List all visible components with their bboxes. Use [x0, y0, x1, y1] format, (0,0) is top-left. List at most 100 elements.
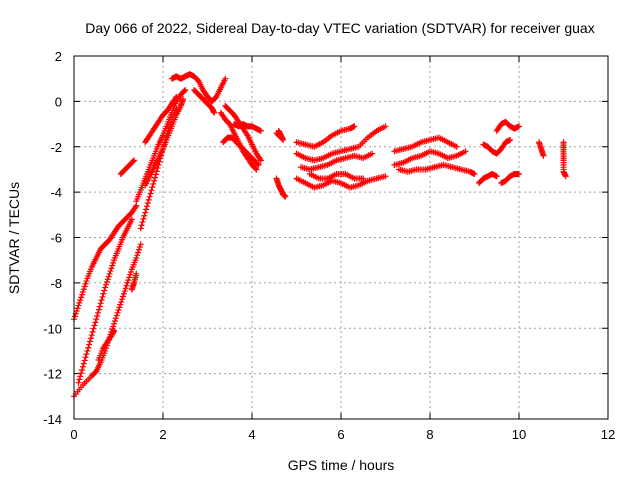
data-point — [562, 173, 569, 180]
y-tick-label: -10 — [43, 321, 62, 336]
data-point — [143, 206, 150, 213]
data-point — [516, 123, 522, 130]
data-point — [95, 306, 102, 313]
chart-title: Day 066 of 2022, Sidereal Day-to-day VTE… — [85, 20, 594, 36]
data-point — [80, 286, 87, 293]
data-point — [351, 123, 358, 130]
data-point — [134, 252, 141, 259]
data-point — [130, 158, 137, 165]
data-point — [119, 293, 126, 300]
x-tick-label: 10 — [512, 427, 526, 442]
data-point — [87, 338, 94, 345]
data-point — [152, 171, 159, 178]
data-point — [253, 166, 260, 173]
data-point — [243, 131, 250, 138]
data-point — [462, 148, 469, 155]
data-point — [73, 308, 80, 315]
data-point — [119, 296, 126, 303]
data-point — [276, 132, 283, 139]
data-point — [133, 254, 140, 261]
data-point — [151, 177, 158, 184]
series-track-y — [391, 148, 469, 168]
data-point — [141, 212, 148, 219]
data-point — [126, 274, 133, 281]
data-point — [71, 313, 78, 320]
data-point — [257, 156, 264, 163]
data-point — [145, 196, 152, 203]
series-track-c — [71, 241, 144, 400]
data-point — [111, 320, 118, 327]
data-point — [122, 285, 129, 292]
x-axis-title: GPS time / hours — [288, 457, 395, 473]
data-point — [273, 130, 280, 137]
data-point — [137, 241, 144, 248]
data-point — [101, 287, 108, 294]
data-point — [111, 327, 118, 334]
series-track-r — [273, 175, 289, 200]
series-track-ac — [475, 170, 500, 187]
data-point — [382, 123, 389, 130]
data-point — [79, 291, 86, 298]
data-point — [82, 280, 89, 287]
data-point — [123, 282, 130, 289]
series-track-ab — [493, 118, 522, 134]
tick-layer: 0 2 4 6 8 10 12 -14 -12 -10 -8 -6 -4 -2 0 2 — [43, 49, 615, 442]
x-tick-label: 0 — [70, 427, 77, 442]
data-point — [128, 216, 135, 223]
data-point — [99, 293, 106, 300]
data-point — [133, 270, 140, 277]
data-point — [84, 347, 91, 354]
y-tick-label: 2 — [55, 49, 62, 64]
data-point — [74, 305, 81, 312]
data-point — [102, 284, 109, 291]
data-point — [79, 363, 86, 370]
data-point — [120, 290, 127, 297]
series-track-s — [293, 123, 358, 150]
data-point — [75, 379, 82, 386]
grid-layer — [74, 56, 608, 419]
data-point — [125, 277, 132, 284]
data-point — [88, 332, 95, 339]
data-point — [143, 203, 150, 210]
data-point — [118, 298, 125, 305]
y-tick-label: -2 — [50, 140, 62, 155]
y-tick-label: -14 — [43, 412, 62, 427]
series-track-aa — [480, 136, 514, 157]
data-point — [86, 341, 93, 348]
data-point — [278, 135, 285, 142]
data-point — [540, 152, 547, 159]
data-point — [257, 127, 264, 134]
series-track-e — [128, 270, 140, 293]
series-track-a — [71, 202, 140, 323]
series-track-x — [391, 134, 460, 155]
data-point — [151, 174, 158, 181]
y-tick-label: -4 — [50, 185, 62, 200]
data-point — [139, 219, 146, 226]
data-point — [135, 249, 142, 256]
series-track-af — [560, 139, 569, 180]
data-point — [222, 75, 229, 82]
data-point — [89, 328, 96, 335]
x-tick-label: 4 — [248, 427, 255, 442]
series-track-b — [75, 216, 135, 386]
series-track-z — [395, 161, 478, 177]
data-point — [95, 309, 102, 316]
data-point — [146, 193, 153, 200]
series-track-k — [168, 71, 229, 105]
data-point — [91, 322, 98, 329]
data-point — [471, 170, 478, 177]
data-point — [124, 279, 131, 286]
data-point — [81, 357, 88, 364]
data-point — [100, 290, 107, 297]
y-tick-label: 0 — [55, 94, 62, 109]
data-point — [78, 294, 85, 301]
data-point — [77, 297, 84, 304]
data-point — [76, 376, 83, 383]
data-point — [110, 259, 117, 266]
data-point — [382, 173, 389, 180]
data-point — [144, 200, 151, 207]
data-point — [148, 187, 155, 194]
data-point — [507, 136, 514, 143]
series-track-i — [142, 96, 187, 189]
